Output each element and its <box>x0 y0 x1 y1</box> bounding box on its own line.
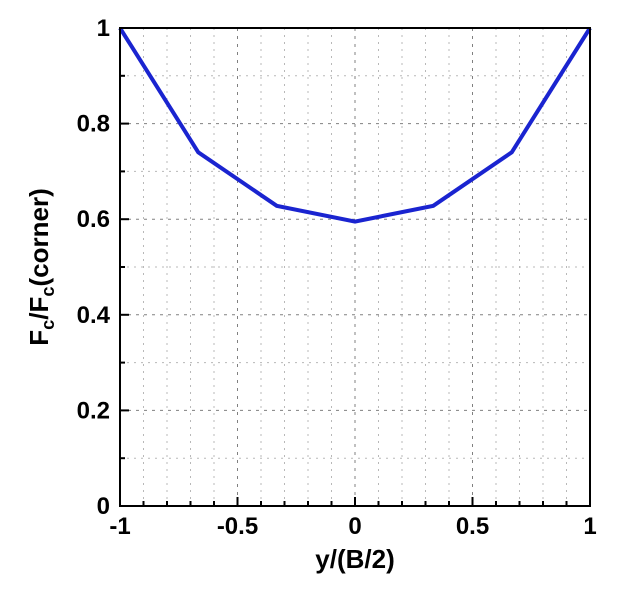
x-tick-label: -1 <box>109 513 130 540</box>
x-tick-label: 0 <box>348 513 361 540</box>
chart-container: -1-0.500.5100.20.40.60.81y/(B/2)Fc/Fc(co… <box>0 0 630 598</box>
x-tick-label: 1 <box>583 513 596 540</box>
y-tick-label: 1 <box>97 15 110 42</box>
y-tick-label: 0.8 <box>77 111 110 138</box>
y-tick-label: 0.4 <box>77 302 111 329</box>
x-axis-title: y/(B/2) <box>315 544 394 574</box>
x-tick-label: 0.5 <box>456 513 489 540</box>
line-chart: -1-0.500.5100.20.40.60.81y/(B/2)Fc/Fc(co… <box>0 0 630 598</box>
y-tick-label: 0 <box>97 493 110 520</box>
y-tick-label: 0.2 <box>77 397 110 424</box>
y-tick-label: 0.6 <box>77 206 110 233</box>
x-tick-label: -0.5 <box>217 513 258 540</box>
